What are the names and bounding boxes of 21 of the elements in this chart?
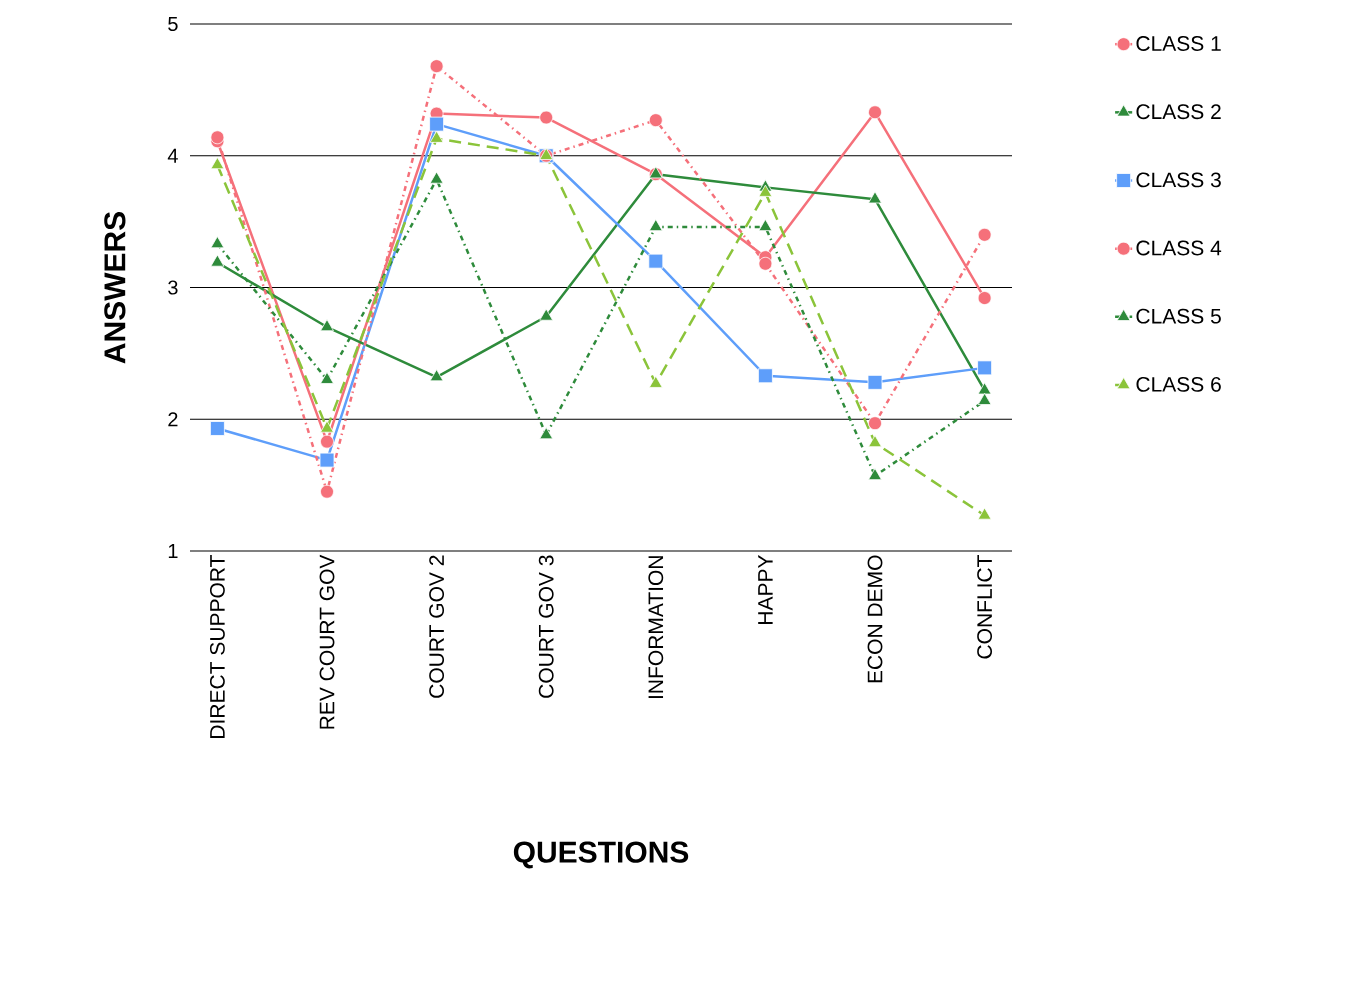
x-axis-title: QUESTIONS [513,841,689,869]
legend-label: CLASS 1 [1136,36,1221,51]
y-tick-label: 2 [168,412,178,427]
x-tick-label: DIRECT SUPPORT [209,555,225,738]
legend-label: CLASS 4 [1136,240,1222,256]
x-tick-label: COURT GOV 2 [429,555,445,698]
legend-label: CLASS 6 [1136,376,1221,392]
y-tick-label: 3 [168,280,178,295]
legend-label: CLASS 2 [1136,104,1221,120]
y-tick-label: 1 [168,544,178,558]
y-tick-label: 5 [168,17,178,31]
x-tick-label: COURT GOV 3 [538,555,554,698]
x-tick-label: CONFLICT [977,555,993,659]
y-tick-label: 4 [167,148,178,163]
legend-label: CLASS 3 [1136,172,1221,188]
x-tick-label: ECON DEMO [867,555,883,683]
x-tick-label: REV COURT GOV [319,554,335,729]
y-axis-title: ANSWERS [104,212,126,364]
legend-label: CLASS 5 [1136,308,1221,324]
x-tick-label: INFORMATION [648,556,664,699]
x-tick-label: HAPPY [758,554,773,624]
